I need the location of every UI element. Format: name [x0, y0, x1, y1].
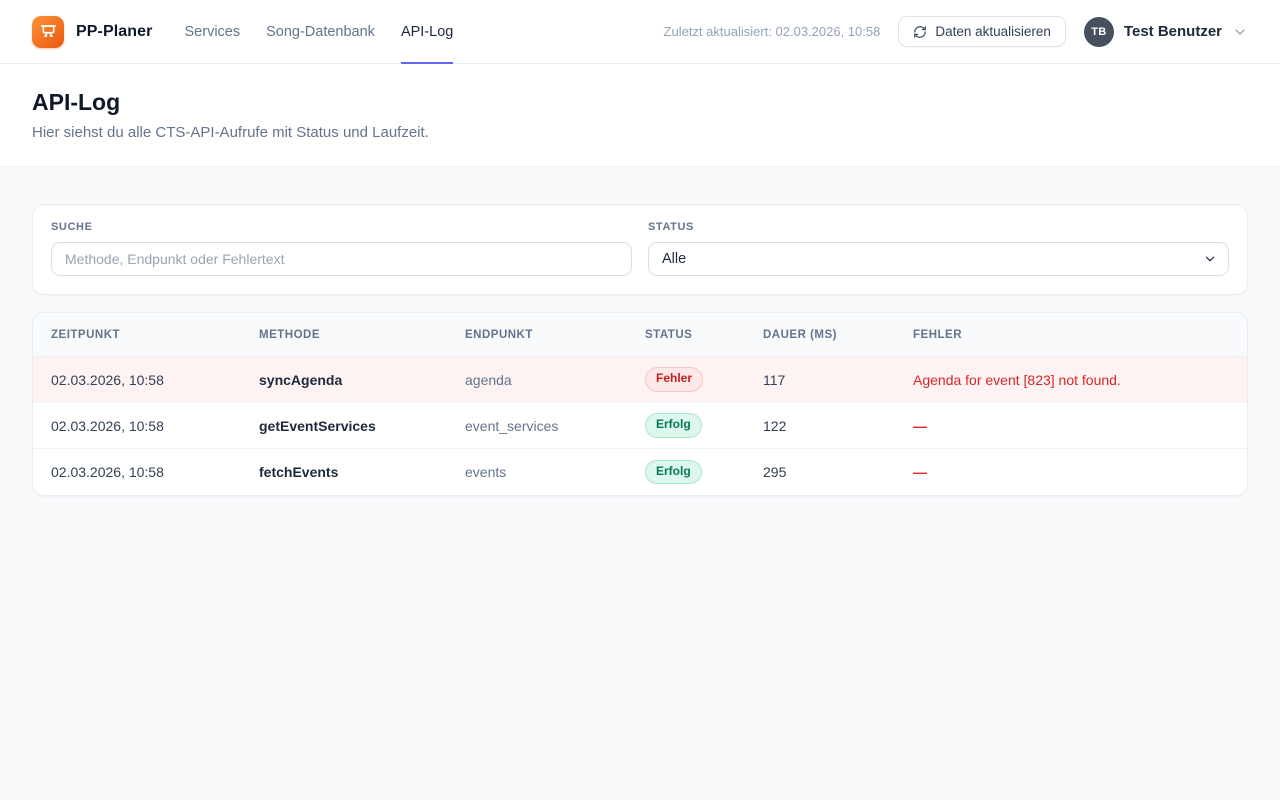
nav-item-song-datenbank[interactable]: Song-Datenbank — [266, 23, 375, 40]
cell-methode: fetchEvents — [259, 464, 339, 480]
status-label: STATUS — [648, 221, 694, 233]
cell-zeitpunkt: 02.03.2026, 10:58 — [51, 464, 164, 480]
refresh-button-label: Daten aktualisieren — [935, 24, 1051, 39]
search-input[interactable] — [51, 242, 632, 276]
cell-methode: syncAgenda — [259, 371, 343, 388]
cell-endpunkt: agenda — [465, 371, 512, 388]
cell-zeitpunkt: 02.03.2026, 10:58 — [51, 417, 164, 434]
cell-status: Erfolg — [627, 413, 745, 438]
cell-fehler: — — [913, 464, 927, 480]
status-badge: Fehler — [645, 367, 704, 392]
status-select[interactable]: Alle — [648, 242, 1229, 276]
main-content: SUCHE STATUS Alle ZEITPUNKT METHODE ENDPUN… — [0, 167, 1280, 496]
cell-status: Erfolg — [627, 459, 745, 485]
cell-dauer: 122 — [763, 417, 787, 434]
cell-endpunkt: event_services — [465, 417, 559, 434]
search-field-group: SUCHE — [51, 221, 632, 276]
page-title: API-Log — [32, 89, 121, 115]
main-nav: Services Song-Datenbank API-Log — [185, 0, 454, 64]
top-bar: PP-Planer Services Song-Datenbank API-Log … — [0, 0, 1280, 64]
search-label: SUCHE — [51, 221, 93, 233]
column-header: FEHLER — [913, 329, 962, 341]
table-row: 02.03.2026, 10:58 syncAgenda agenda Fehl… — [33, 357, 1247, 403]
table-row: 02.03.2026, 10:58 fetchEvents events Erf… — [33, 449, 1247, 495]
presentation-board-icon — [39, 22, 58, 41]
cell-endpunkt: events — [465, 464, 507, 480]
cell-dauer: 117 — [763, 371, 786, 388]
cell-zeitpunkt: 02.03.2026, 10:58 — [51, 371, 164, 388]
api-log-table: ZEITPUNKT METHODE ENDPUNKT STATUS DAUER (MS)… — [32, 312, 1248, 496]
cell-methode: getEventServices — [259, 417, 376, 434]
last-updated-text: Zuletzt aktualisiert: 02.03.2026, 10:58 — [663, 24, 881, 39]
column-header: DAUER (MS) — [763, 329, 837, 341]
user-menu[interactable]: TB Test Benutzer — [1083, 16, 1248, 47]
table-header-row: ZEITPUNKT METHODE ENDPUNKT STATUS DAUER (MS)… — [33, 313, 1247, 357]
column-header: ENDPUNKT — [465, 329, 533, 341]
app-title: PP-Planer — [76, 22, 153, 40]
table-row: 02.03.2026, 10:58 getEventServices event… — [33, 403, 1247, 449]
nav-item-services[interactable]: Services — [184, 23, 241, 40]
status-select-wrap: Alle — [648, 242, 1229, 276]
refresh-data-button[interactable]: Daten aktualisieren — [898, 16, 1066, 47]
status-badge: Erfolg — [645, 459, 702, 485]
column-header: STATUS — [645, 329, 693, 341]
chevron-down-icon — [1232, 24, 1248, 40]
cell-status: Fehler — [627, 367, 745, 392]
user-name: Test Benutzer — [1123, 23, 1222, 40]
cell-dauer: 295 — [763, 464, 787, 480]
nav-item-api-log[interactable]: API-Log — [400, 0, 454, 64]
page-subtitle: Hier siehst du alle CTS-API-Aufrufe mit … — [32, 124, 429, 141]
app-logo — [32, 15, 64, 48]
refresh-icon — [913, 25, 927, 39]
column-header: ZEITPUNKT — [51, 329, 121, 341]
avatar: TB — [1083, 16, 1114, 47]
filter-card: SUCHE STATUS Alle — [32, 204, 1248, 295]
page-header: API-Log Hier siehst du alle CTS-API-Aufr… — [0, 64, 1280, 167]
status-field-group: STATUS Alle — [648, 221, 1229, 276]
cell-fehler: — — [913, 417, 927, 434]
status-badge: Erfolg — [645, 413, 702, 438]
table-body: 02.03.2026, 10:58 syncAgenda agenda Fehl… — [33, 357, 1247, 495]
column-header: METHODE — [259, 329, 320, 341]
top-bar-right: Zuletzt aktualisiert: 02.03.2026, 10:58 … — [664, 16, 1248, 47]
cell-fehler: Agenda for event [823] not found. — [913, 371, 1121, 388]
